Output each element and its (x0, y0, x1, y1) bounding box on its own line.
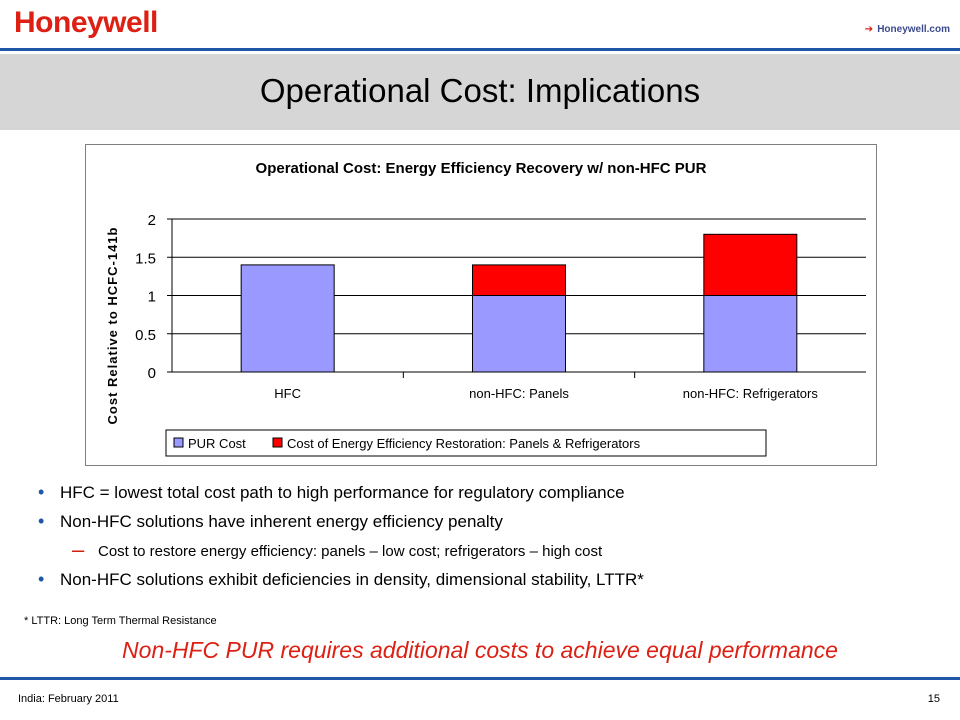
bullet-dot-icon: • (38, 569, 45, 589)
bullet-dot-icon: • (38, 482, 45, 502)
conclusion-text: Non-HFC PUR requires additional costs to… (122, 637, 838, 663)
footer-date: India: February 2011 (18, 693, 119, 705)
title-band (0, 54, 960, 130)
dash-icon: – (72, 537, 85, 562)
bar-segment (472, 264, 566, 297)
sub-bullet-text: Cost to restore energy efficiency: panel… (98, 543, 603, 560)
arrow-right-icon: ➔ (864, 24, 874, 35)
bar-segment (472, 295, 566, 373)
legend-swatch (272, 437, 283, 448)
bullet-dot-icon: • (38, 511, 45, 531)
footnote: * LTTR: Long Term Thermal Resistance (24, 615, 217, 627)
y-tick-label: 0.5 (135, 327, 156, 344)
bullet-text: Non-HFC solutions exhibit deficiencies i… (60, 570, 644, 589)
y-tick-label: 1.5 (135, 250, 156, 267)
cost-chart: Operational Cost: Energy Efficiency Reco… (105, 160, 866, 457)
y-tick-label: 0 (148, 365, 156, 382)
bullet-list: • HFC = lowest total cost path to high p… (38, 482, 938, 599)
chart-title: Operational Cost: Energy Efficiency Reco… (256, 160, 707, 177)
chart-panel: Operational Cost: Energy Efficiency Reco… (85, 144, 877, 466)
bullet-text: Non-HFC solutions have inherent energy e… (60, 512, 503, 531)
legend-box (165, 429, 767, 457)
x-tick-label: non-HFC: Panels (469, 386, 569, 401)
legend-label: Cost of Energy Efficiency Restoration: P… (287, 436, 641, 451)
bar-segment (240, 264, 335, 373)
page-title: Operational Cost: Implications (259, 72, 701, 109)
bar-segment (703, 295, 798, 373)
footer-rule (0, 677, 960, 680)
sub-bullet-item: – Cost to restore energy efficiency: pan… (38, 537, 938, 572)
x-tick-label: HFC (274, 386, 301, 401)
bullet-item: • Non-HFC solutions exhibit deficiencies… (38, 569, 938, 599)
bar-segment (703, 233, 798, 297)
bullet-item: • HFC = lowest total cost path to high p… (38, 482, 938, 512)
y-tick-label: 1 (148, 289, 156, 306)
honeywell-link-label: Honeywell.com (877, 24, 950, 35)
honeywell-link[interactable]: ➔ Honeywell.com (865, 24, 950, 35)
legend-swatch (173, 437, 184, 448)
y-tick-label: 2 (148, 212, 156, 229)
bullet-text: HFC = lowest total cost path to high per… (60, 483, 625, 502)
honeywell-logo: Honeywell (14, 6, 158, 39)
y-axis-label: Cost Relative to HCFC-141b (105, 227, 120, 425)
page-number: 15 (927, 693, 940, 705)
header-rule (0, 48, 960, 51)
legend-label: PUR Cost (188, 436, 246, 451)
bullet-item: • Non-HFC solutions have inherent energy… (38, 511, 938, 541)
x-tick-label: non-HFC: Refrigerators (683, 386, 819, 401)
